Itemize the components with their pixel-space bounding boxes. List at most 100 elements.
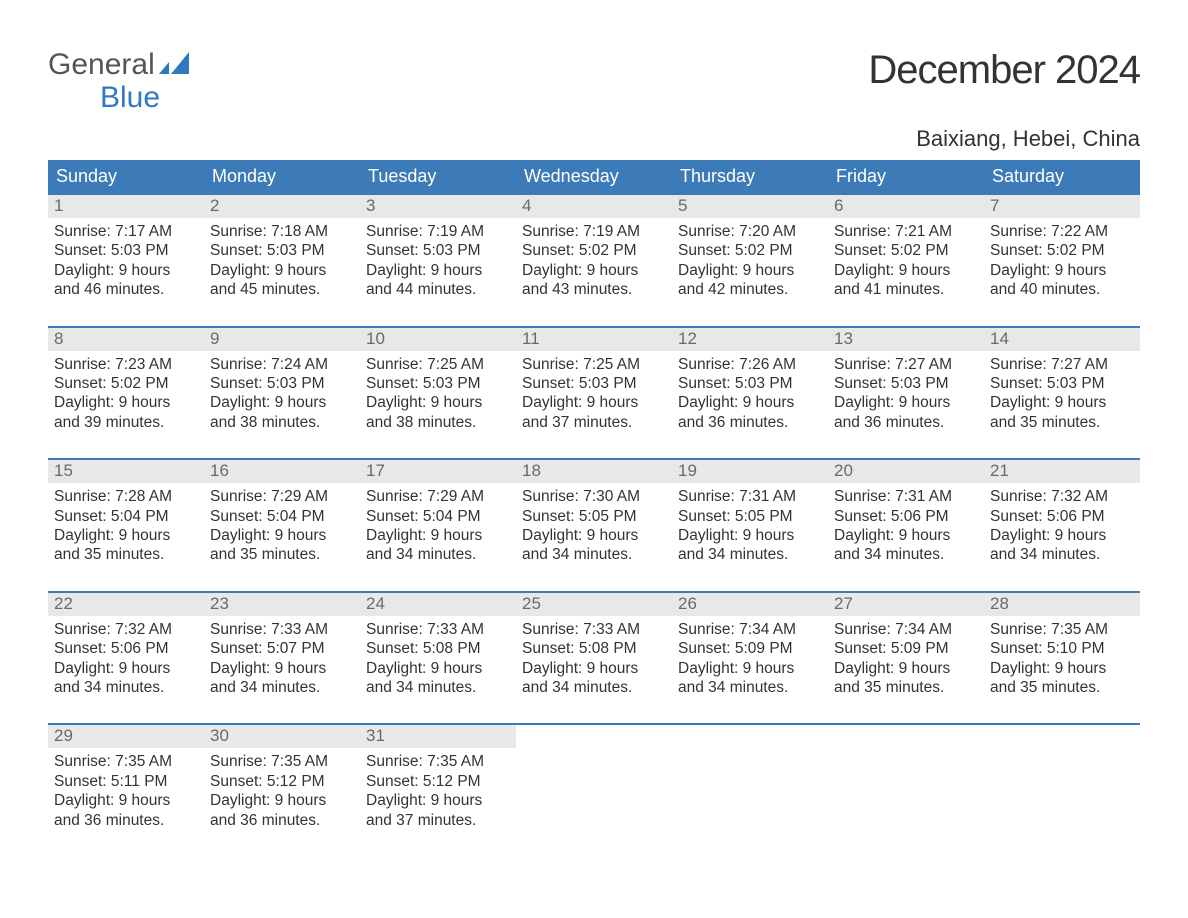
- day-body: Sunrise: 7:27 AMSunset: 5:03 PMDaylight:…: [984, 351, 1140, 435]
- daylight-line2: and 38 minutes.: [210, 413, 354, 432]
- daylight-line1: Daylight: 9 hours: [678, 659, 822, 678]
- daylight-line2: and 36 minutes.: [834, 413, 978, 432]
- sunrise-line: Sunrise: 7:35 AM: [210, 752, 354, 771]
- daylight-line1: Daylight: 9 hours: [366, 659, 510, 678]
- sunset-line: Sunset: 5:09 PM: [678, 639, 822, 658]
- daylight-line2: and 44 minutes.: [366, 280, 510, 299]
- calendar-day: 11Sunrise: 7:25 AMSunset: 5:03 PMDayligh…: [516, 328, 672, 435]
- sunrise-line: Sunrise: 7:18 AM: [210, 222, 354, 241]
- sunrise-line: Sunrise: 7:22 AM: [990, 222, 1134, 241]
- day-number: 22: [48, 593, 204, 616]
- day-body: Sunrise: 7:22 AMSunset: 5:02 PMDaylight:…: [984, 218, 1140, 302]
- daylight-line1: Daylight: 9 hours: [366, 261, 510, 280]
- sunset-line: Sunset: 5:12 PM: [366, 772, 510, 791]
- daylight-line1: Daylight: 9 hours: [210, 526, 354, 545]
- daylight-line1: Daylight: 9 hours: [990, 659, 1134, 678]
- daylight-line2: and 35 minutes.: [210, 545, 354, 564]
- day-number: 15: [48, 460, 204, 483]
- sunset-line: Sunset: 5:03 PM: [990, 374, 1134, 393]
- day-number: 31: [360, 725, 516, 748]
- calendar-day: 19Sunrise: 7:31 AMSunset: 5:05 PMDayligh…: [672, 460, 828, 567]
- daylight-line1: Daylight: 9 hours: [990, 261, 1134, 280]
- day-body: Sunrise: 7:32 AMSunset: 5:06 PMDaylight:…: [48, 616, 204, 700]
- sunset-line: Sunset: 5:02 PM: [522, 241, 666, 260]
- sunset-line: Sunset: 5:11 PM: [54, 772, 198, 791]
- sunrise-line: Sunrise: 7:34 AM: [834, 620, 978, 639]
- daylight-line1: Daylight: 9 hours: [678, 261, 822, 280]
- daylight-line1: Daylight: 9 hours: [834, 261, 978, 280]
- day-number: 16: [204, 460, 360, 483]
- calendar-day: 15Sunrise: 7:28 AMSunset: 5:04 PMDayligh…: [48, 460, 204, 567]
- calendar-week: 15Sunrise: 7:28 AMSunset: 5:04 PMDayligh…: [48, 458, 1140, 567]
- daylight-line2: and 35 minutes.: [990, 413, 1134, 432]
- weekday-header: Sunday Monday Tuesday Wednesday Thursday…: [48, 160, 1140, 193]
- sunset-line: Sunset: 5:03 PM: [54, 241, 198, 260]
- calendar-day: 30Sunrise: 7:35 AMSunset: 5:12 PMDayligh…: [204, 725, 360, 832]
- sunset-line: Sunset: 5:03 PM: [366, 374, 510, 393]
- weekday-monday: Monday: [204, 160, 360, 193]
- sunrise-line: Sunrise: 7:31 AM: [834, 487, 978, 506]
- daylight-line1: Daylight: 9 hours: [210, 659, 354, 678]
- sunrise-line: Sunrise: 7:33 AM: [210, 620, 354, 639]
- daylight-line2: and 41 minutes.: [834, 280, 978, 299]
- day-number: 17: [360, 460, 516, 483]
- daylight-line1: Daylight: 9 hours: [54, 526, 198, 545]
- calendar-day: 16Sunrise: 7:29 AMSunset: 5:04 PMDayligh…: [204, 460, 360, 567]
- sunset-line: Sunset: 5:02 PM: [54, 374, 198, 393]
- day-number: 10: [360, 328, 516, 351]
- day-body: Sunrise: 7:28 AMSunset: 5:04 PMDaylight:…: [48, 483, 204, 567]
- sunrise-line: Sunrise: 7:26 AM: [678, 355, 822, 374]
- daylight-line2: and 43 minutes.: [522, 280, 666, 299]
- calendar-day: 4 Sunrise: 7:19 AMSunset: 5:02 PMDaylight…: [516, 195, 672, 302]
- sunset-line: Sunset: 5:02 PM: [990, 241, 1134, 260]
- calendar-day: [828, 725, 984, 832]
- day-number: 4: [516, 195, 672, 218]
- daylight-line2: and 34 minutes.: [522, 678, 666, 697]
- calendar-day: 7Sunrise: 7:22 AMSunset: 5:02 PMDaylight…: [984, 195, 1140, 302]
- day-number: 12: [672, 328, 828, 351]
- day-body: Sunrise: 7:21 AMSunset: 5:02 PMDaylight:…: [828, 218, 984, 302]
- day-number: 18: [516, 460, 672, 483]
- sunrise-line: Sunrise: 7:31 AM: [678, 487, 822, 506]
- daylight-line1: Daylight: 9 hours: [522, 393, 666, 412]
- page-header: General Blue December 2024: [48, 48, 1140, 114]
- calendar-day: 3Sunrise: 7:19 AMSunset: 5:03 PMDaylight…: [360, 195, 516, 302]
- sunset-line: Sunset: 5:06 PM: [834, 507, 978, 526]
- sunrise-line: Sunrise: 7:34 AM: [678, 620, 822, 639]
- day-number: 5: [672, 195, 828, 218]
- day-body: Sunrise: 7:24 AMSunset: 5:03 PMDaylight:…: [204, 351, 360, 435]
- daylight-line2: and 34 minutes.: [366, 545, 510, 564]
- day-body: Sunrise: 7:25 AMSunset: 5:03 PMDaylight:…: [360, 351, 516, 435]
- day-number: 29: [48, 725, 204, 748]
- day-number: 19: [672, 460, 828, 483]
- daylight-line2: and 34 minutes.: [522, 545, 666, 564]
- sunset-line: Sunset: 5:03 PM: [210, 374, 354, 393]
- day-number: 26: [672, 593, 828, 616]
- sunset-line: Sunset: 5:04 PM: [54, 507, 198, 526]
- sunrise-line: Sunrise: 7:29 AM: [366, 487, 510, 506]
- sunrise-line: Sunrise: 7:27 AM: [834, 355, 978, 374]
- calendar-week: 8Sunrise: 7:23 AMSunset: 5:02 PMDaylight…: [48, 326, 1140, 435]
- brand-mark-icon: [155, 48, 189, 81]
- daylight-line1: Daylight: 9 hours: [522, 261, 666, 280]
- calendar-day: 12Sunrise: 7:26 AMSunset: 5:03 PMDayligh…: [672, 328, 828, 435]
- calendar-day: 13Sunrise: 7:27 AMSunset: 5:03 PMDayligh…: [828, 328, 984, 435]
- daylight-line1: Daylight: 9 hours: [366, 526, 510, 545]
- sunrise-line: Sunrise: 7:19 AM: [522, 222, 666, 241]
- day-number: 27: [828, 593, 984, 616]
- daylight-line1: Daylight: 9 hours: [54, 393, 198, 412]
- sunrise-line: Sunrise: 7:20 AM: [678, 222, 822, 241]
- calendar-day: [672, 725, 828, 832]
- title-block: December 2024: [868, 48, 1140, 97]
- day-body: Sunrise: 7:33 AMSunset: 5:08 PMDaylight:…: [516, 616, 672, 700]
- sunset-line: Sunset: 5:06 PM: [990, 507, 1134, 526]
- day-body: Sunrise: 7:23 AMSunset: 5:02 PMDaylight:…: [48, 351, 204, 435]
- day-body: Sunrise: 7:18 AMSunset: 5:03 PMDaylight:…: [204, 218, 360, 302]
- day-number: 11: [516, 328, 672, 351]
- day-number: 20: [828, 460, 984, 483]
- weekday-sunday: Sunday: [48, 160, 204, 193]
- sunset-line: Sunset: 5:09 PM: [834, 639, 978, 658]
- weekday-thursday: Thursday: [672, 160, 828, 193]
- calendar-day: 8Sunrise: 7:23 AMSunset: 5:02 PMDaylight…: [48, 328, 204, 435]
- daylight-line2: and 37 minutes.: [522, 413, 666, 432]
